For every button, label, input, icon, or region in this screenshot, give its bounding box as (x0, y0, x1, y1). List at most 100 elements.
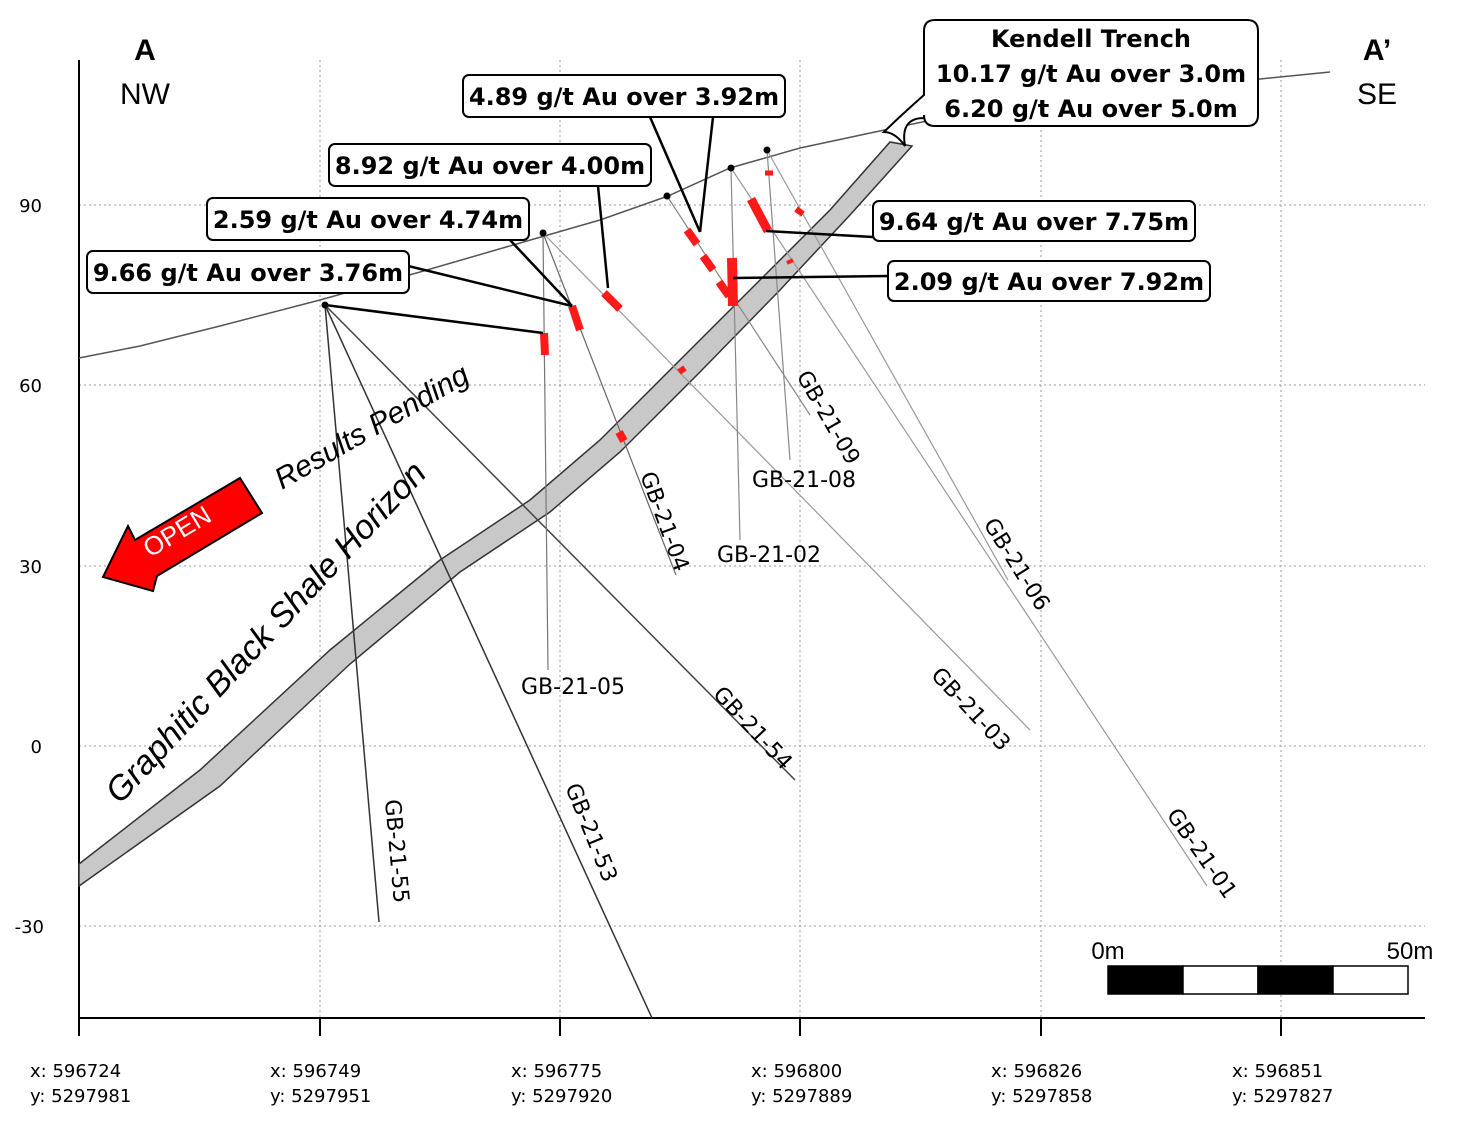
y-axis-ticks: 90 60 30 0 -30 (15, 196, 44, 938)
intercept-callouts: 4.89 g/t Au over 3.92m 8.92 g/t Au over … (86, 74, 1211, 302)
callout-8-92: 8.92 g/t Au over 4.00m (335, 152, 645, 180)
intercept-segment (615, 430, 628, 443)
label-gb-21-01: GB-21-01 (1161, 804, 1241, 904)
leader-9-66 (324, 303, 544, 335)
open-arrow-shape (101, 476, 264, 593)
leader-9-64 (765, 229, 874, 239)
trench-title: Kendell Trench (991, 25, 1191, 53)
section-start-letter: A (134, 34, 156, 67)
coord-y-4: y: 5297858 (991, 1086, 1092, 1107)
drill-hole-gb-21-08 (766, 149, 791, 461)
intercept-segment (568, 304, 584, 332)
collar-dot (539, 229, 547, 237)
callout-box (887, 260, 1211, 302)
collar-dot (663, 192, 671, 200)
intercept-segment (794, 206, 805, 217)
scale-segment-black (1257, 965, 1334, 995)
drill-hole-gb-21-53 (324, 304, 653, 1019)
label-gb-21-03: GB-21-03 (926, 663, 1015, 756)
coord-y-1: y: 5297951 (270, 1086, 371, 1107)
intercept-segment (747, 196, 772, 234)
coord-x-3: x: 596800 (751, 1061, 842, 1082)
label-gb-21-53: GB-21-53 (559, 780, 621, 886)
results-pending-label: Results Pending (269, 358, 475, 496)
x-axis-coordinates: x: 596724 y: 5297981 x: 596749 y: 529795… (30, 1061, 1333, 1107)
y-tick-30: 30 (19, 557, 42, 578)
label-gb-21-06: GB-21-06 (978, 514, 1054, 615)
callout-leaders (324, 116, 889, 335)
coord-y-0: y: 5297981 (30, 1086, 131, 1107)
scale-end-label: 50m (1387, 938, 1434, 965)
shale-horizon-band (78, 141, 914, 888)
drill-hole-gb-21-54 (324, 304, 796, 781)
leader-4-89-b (698, 116, 715, 233)
trench-speech-bubble (881, 19, 1259, 147)
callout-2-59: 2.59 g/t Au over 4.74m (213, 206, 523, 234)
label-gb-21-55: GB-21-55 (379, 798, 413, 904)
trench-line-2: 6.20 g/t Au over 5.0m (944, 95, 1237, 123)
callout-box (462, 74, 786, 118)
drill-hole-gb-21-04 (542, 232, 677, 576)
callout-box (328, 143, 652, 187)
collar-dot (763, 146, 771, 154)
scale-bar: 0m 50m (1091, 938, 1434, 995)
label-gb-21-02: GB-21-02 (717, 543, 821, 568)
open-arrow: OPEN (101, 476, 264, 593)
coord-x-0: x: 596724 (30, 1061, 121, 1082)
leader-2-59-b (509, 239, 573, 307)
scale-start-label: 0m (1091, 938, 1124, 965)
callout-9-64: 9.64 g/t Au over 7.75m (879, 208, 1189, 236)
intercept-segment (683, 227, 701, 247)
section-labels: A NW A’ SE (120, 34, 1397, 111)
drill-hole-gb-21-55 (324, 304, 380, 923)
label-gb-21-05: GB-21-05 (521, 675, 625, 700)
leader-2-59-a (399, 262, 573, 308)
collar-dot (727, 164, 735, 172)
section-start-direction: NW (120, 78, 171, 111)
y-tick-60: 60 (19, 376, 42, 397)
coord-y-5: y: 5297827 (1232, 1086, 1333, 1107)
callout-box (206, 197, 530, 241)
coord-y-2: y: 5297920 (511, 1086, 612, 1107)
coord-y-3: y: 5297889 (751, 1086, 852, 1107)
coord-x-5: x: 596851 (1232, 1061, 1323, 1082)
intercept-segment (727, 257, 738, 307)
scale-segment-white (1332, 965, 1409, 995)
intercept-segment (786, 258, 794, 265)
intercept-segment (601, 290, 623, 312)
label-gb-21-09: GB-21-09 (791, 367, 865, 470)
callout-4-89: 4.89 g/t Au over 3.92m (469, 83, 779, 111)
intercept-segment (540, 332, 549, 356)
axes (78, 60, 1425, 1036)
drill-hole-gb-21-01 (730, 167, 1208, 887)
drill-hole-gb-21-05 (542, 232, 549, 671)
intercept-segment (715, 279, 733, 299)
scale-segment-white (1182, 965, 1259, 995)
callout-box (86, 250, 410, 294)
coord-x-4: x: 596826 (991, 1061, 1082, 1082)
drill-hole-gb-21-06 (766, 149, 1009, 581)
section-end-direction: SE (1357, 78, 1397, 111)
section-end-letter: A’ (1363, 34, 1391, 67)
callout-9-66: 9.66 g/t Au over 3.76m (93, 259, 403, 287)
coord-x-2: x: 596775 (511, 1061, 602, 1082)
intercept-segment (677, 365, 687, 375)
label-gb-21-04: GB-21-04 (634, 469, 693, 575)
callout-box (872, 200, 1196, 242)
leader-2-09 (732, 274, 889, 280)
intercept-segment (699, 253, 717, 273)
y-tick-0: 0 (31, 737, 42, 758)
label-gb-21-54: GB-21-54 (708, 682, 797, 775)
mineralized-intercepts (540, 170, 805, 443)
drill-hole-labels: GB-21-09 GB-21-08 GB-21-04 GB-21-02 GB-2… (379, 367, 1241, 905)
leader-8-92 (596, 185, 610, 289)
drill-hole-gb-21-03 (542, 232, 1031, 731)
coord-x-1: x: 596749 (270, 1061, 361, 1082)
scale-segment-black (1107, 965, 1184, 995)
collar-markers (321, 146, 771, 309)
trench-callout: Kendell Trench 10.17 g/t Au over 3.0m 6.… (881, 19, 1259, 147)
trench-line-1: 10.17 g/t Au over 3.0m (936, 60, 1246, 88)
y-tick-90: 90 (19, 196, 42, 217)
